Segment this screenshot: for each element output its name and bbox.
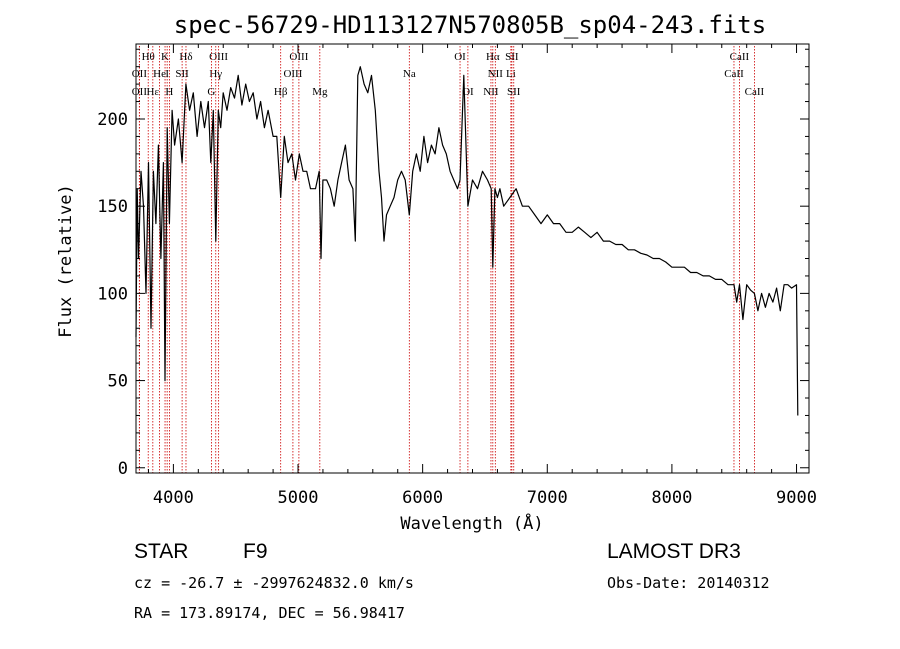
marker-label-26: NII — [483, 86, 499, 98]
y-tick-label-0: 0 — [118, 459, 128, 479]
marker-label-14: OIII — [283, 68, 302, 80]
marker-label-6: Hα — [486, 51, 500, 63]
survey-name: LAMOST DR3 — [607, 540, 741, 563]
axis-ticks: 4000 5000 6000 7000 8000 9000 0 50 100 150 200 — [97, 44, 817, 508]
object-subclass: F9 — [243, 540, 268, 563]
marker-label-19: OII — [132, 86, 148, 98]
x-tick-label-4: 8000 — [651, 488, 692, 508]
marker-label-0: Hθ — [142, 51, 155, 63]
marker-label-11: I — [165, 68, 169, 80]
marker-label-28: CaII — [745, 86, 765, 98]
coordinates: RA = 173.89174, DEC = 56.98417 — [134, 604, 405, 622]
plot-frame — [135, 43, 810, 474]
y-tick-label-3: 150 — [97, 197, 128, 217]
object-class: STAR — [134, 540, 189, 563]
x-tick-label-5: 9000 — [776, 488, 817, 508]
marker-label-12: SII — [175, 68, 189, 80]
spectrum-line — [135, 66, 799, 416]
y-axis-label: Flux (relative) — [56, 184, 76, 338]
marker-label-4: OIII — [289, 51, 308, 63]
marker-label-20: Hε — [147, 86, 160, 98]
y-tick-label-4: 200 — [97, 110, 128, 130]
marker-label-25: OI — [462, 86, 474, 98]
marker-label-8: CaII — [730, 51, 750, 63]
marker-label-27: SII — [507, 86, 521, 98]
marker-label-10: He — [153, 68, 166, 80]
x-tick-label-2: 6000 — [402, 488, 443, 508]
x-tick-label-1: 5000 — [278, 488, 319, 508]
marker-label-15: Na — [403, 68, 416, 80]
y-tick-label-2: 100 — [97, 284, 128, 304]
marker-label-17: Li — [506, 68, 516, 80]
marker-label-23: Hβ — [274, 86, 288, 98]
marker-label-24: Mg — [312, 86, 328, 98]
marker-label-22: G — [207, 86, 215, 98]
x-axis-label: Wavelength (Å) — [400, 512, 543, 534]
marker-label-5: OI — [454, 51, 466, 63]
marker-label-7: SII — [505, 51, 519, 63]
x-tick-label-0: 4000 — [153, 488, 194, 508]
marker-label-13: Hγ — [209, 68, 222, 80]
x-tick-label-3: 7000 — [527, 488, 568, 508]
marker-label-21: H — [165, 86, 173, 98]
marker-label-2: Hδ — [179, 51, 192, 63]
marker-label-16: NII — [488, 68, 504, 80]
y-tick-label-1: 50 — [108, 372, 128, 392]
redshift-text: cz = -26.7 ± -2997624832.0 km/s — [134, 574, 414, 592]
marker-label-3: OIII — [209, 51, 228, 63]
marker-label-18: CaII — [724, 68, 744, 80]
chart-title: spec-56729-HD113127N570805B_sp04-243.fit… — [174, 11, 766, 39]
marker-label-1: K — [161, 51, 169, 63]
obs-date: Obs-Date: 20140312 — [607, 574, 770, 592]
